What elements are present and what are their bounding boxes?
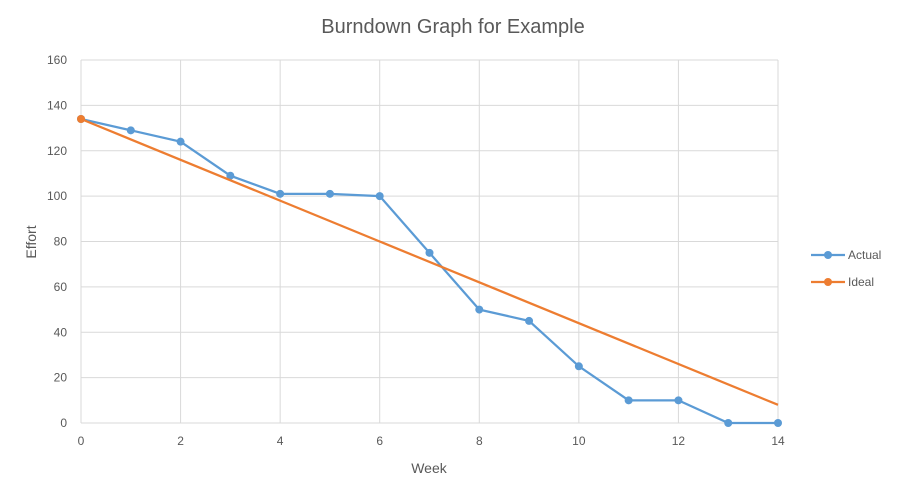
data-point-actual <box>624 396 633 405</box>
data-point-actual <box>774 419 782 427</box>
x-tick-label: 2 <box>177 434 184 448</box>
x-tick-label: 12 <box>672 434 686 448</box>
data-point-actual <box>525 316 534 325</box>
x-tick-label: 6 <box>376 434 383 448</box>
y-tick-label: 60 <box>54 280 68 294</box>
data-point-actual <box>226 171 235 180</box>
x-tick-label: 10 <box>572 434 586 448</box>
data-point-actual <box>425 248 434 257</box>
legend-marker <box>824 278 832 286</box>
data-point-ideal <box>77 114 85 123</box>
y-tick-label: 20 <box>54 371 68 385</box>
legend-label-ideal: Ideal <box>848 275 874 289</box>
y-tick-label: 100 <box>47 189 67 203</box>
y-tick-label: 80 <box>54 235 68 249</box>
chart-title: Burndown Graph for Example <box>321 16 584 38</box>
y-tick-label: 40 <box>54 325 68 339</box>
y-tick-label: 120 <box>47 144 67 158</box>
data-point-actual <box>276 189 285 198</box>
data-point-actual <box>674 396 683 405</box>
x-axis-label: Week <box>411 460 448 476</box>
y-tick-label: 160 <box>47 53 67 67</box>
data-point-actual <box>325 189 334 198</box>
x-tick-label: 4 <box>277 434 284 448</box>
y-tick-label: 140 <box>47 98 67 112</box>
data-point-actual <box>574 362 583 371</box>
legend-label-actual: Actual <box>848 248 881 262</box>
data-point-actual <box>126 126 135 135</box>
data-point-actual <box>475 305 484 314</box>
data-point-actual <box>375 192 384 201</box>
x-tick-label: 0 <box>78 434 85 448</box>
series-line-ideal <box>80 117 779 406</box>
x-tick-label: 8 <box>476 434 483 448</box>
data-point-actual <box>176 137 185 146</box>
y-axis-label: Effort <box>23 225 39 258</box>
legend-marker <box>824 251 832 259</box>
data-point-actual <box>724 419 733 427</box>
x-tick-label: 14 <box>771 434 785 448</box>
y-tick-label: 0 <box>60 416 67 430</box>
